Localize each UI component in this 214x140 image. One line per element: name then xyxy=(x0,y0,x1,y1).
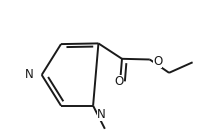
Text: N: N xyxy=(97,108,106,121)
Text: O: O xyxy=(114,74,123,88)
Text: O: O xyxy=(153,55,162,68)
Text: N: N xyxy=(24,68,33,81)
